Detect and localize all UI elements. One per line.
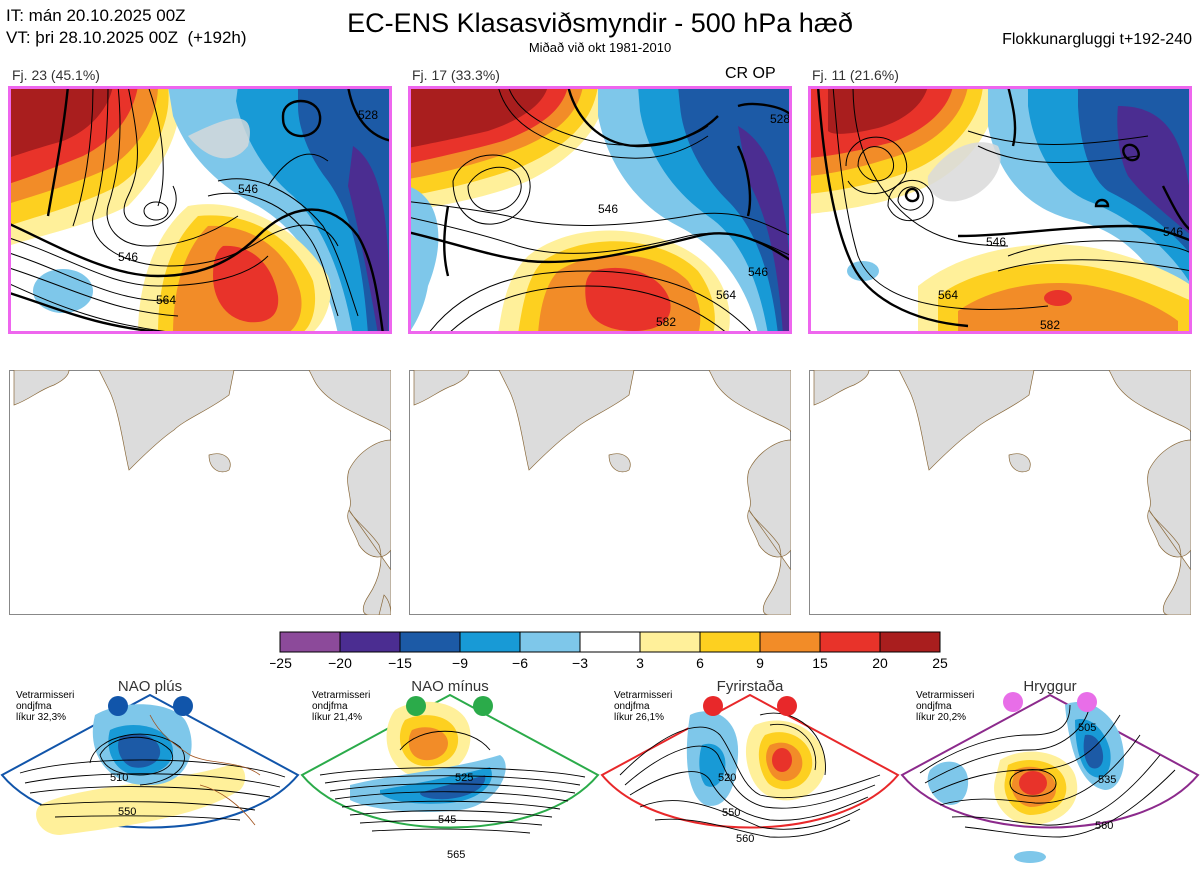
regime-contour: 505: [1078, 722, 1096, 734]
page-title: EC-ENS Klasasviðsmyndir - 500 hPa hæð: [347, 8, 853, 38]
regime-season: Vetrarmisseri: [16, 690, 74, 701]
colorbar-tick-label: −25: [270, 655, 292, 671]
contour-label: 582: [1040, 318, 1060, 332]
regime-contour: 550: [118, 806, 136, 818]
colorbar-tick-label: 25: [932, 655, 948, 671]
colorbar: −25 −20 −15 −9 −6 −3 3 6 9 15 20 25: [270, 631, 948, 671]
regime-marker: [406, 696, 426, 716]
regime-marker: [473, 696, 493, 716]
colorbar-cell: [579, 631, 641, 653]
regime-contour: 560: [1095, 820, 1113, 832]
regime-contour: 545: [438, 814, 456, 826]
regime-panels: 510 550 NAO plús Vetrarmisseri ondjfma l…: [0, 678, 1200, 863]
regime-panel-ridge: 505 535 560 Hryggur Vetrarmisseri ondjfm…: [900, 678, 1200, 863]
regime-marker: [1003, 692, 1023, 712]
empty-map-1: [9, 370, 391, 615]
header-left: IT: mán 20.10.2025 00Z VT: þri 28.10.202…: [6, 5, 247, 49]
cluster-2-label: Fj. 17 (33.3%): [412, 67, 500, 83]
colorbar-tick-label: −9: [452, 655, 468, 671]
contour-label: 546: [986, 235, 1006, 249]
regime-contour: 565: [447, 849, 465, 861]
cr-op-tag: CR OP: [725, 65, 776, 82]
regime-title: Fyrirstaða: [717, 678, 784, 695]
regime-marker: [108, 696, 128, 716]
colorbar-cell: [339, 631, 401, 653]
colorbar-tick-label: 20: [872, 655, 888, 671]
cluster-map-1: 546 546 564 528: [8, 86, 392, 334]
regime-contour: 550: [722, 807, 740, 819]
page-subtitle: Miðað við okt 1981-2010: [528, 40, 672, 55]
window-label: Flokkunargluggi t+192-240: [1002, 31, 1192, 48]
regime-panel-blocking: 520 550 560 Fyrirstaða Vetrarmisseri ond…: [600, 678, 900, 845]
colorbar-tick-label: 6: [696, 655, 704, 671]
it-line: IT: mán 20.10.2025 00Z: [6, 6, 186, 25]
regime-contour: 510: [110, 772, 128, 784]
contour-label: 582: [656, 315, 676, 329]
regime-period: ondjfma: [916, 701, 952, 712]
colorbar-cell: [759, 631, 821, 653]
colorbar-tick-label: 9: [756, 655, 764, 671]
regime-title: NAO plús: [118, 678, 182, 695]
empty-map-2: [409, 370, 791, 615]
empty-map-3: [809, 370, 1191, 615]
colorbar-cell: [519, 631, 581, 653]
colorbar-cell: [879, 631, 941, 653]
contour-label: 546: [748, 265, 768, 279]
regime-contour: 525: [455, 772, 473, 784]
contour-label: 546: [238, 182, 258, 196]
cluster-3-label: Fj. 11 (21.6%): [812, 67, 899, 83]
cluster-map-2: 546 546 564 528 582: [408, 86, 792, 334]
regime-title: Hryggur: [1023, 678, 1076, 695]
colorbar-cell: [459, 631, 521, 653]
cluster-map-3: 546 564 582 546: [808, 86, 1192, 334]
cluster-1-label: Fj. 23 (45.1%): [12, 67, 100, 83]
regime-marker: [173, 696, 193, 716]
regime-contour: 535: [1098, 774, 1116, 786]
regime-period: ondjfma: [16, 701, 52, 712]
contour-label: 564: [938, 288, 958, 302]
colorbar-cell: [639, 631, 701, 653]
colorbar-cell: [399, 631, 461, 653]
colorbar-tick-label: −3: [572, 655, 588, 671]
contour-label: 546: [598, 202, 618, 216]
regime-marker: [703, 696, 723, 716]
colorbar-cell: [279, 631, 341, 653]
regime-prob: líkur 21,4%: [312, 712, 362, 723]
regime-season: Vetrarmisseri: [614, 690, 672, 701]
regime-marker: [777, 696, 797, 716]
colorbar-tick-label: −15: [388, 655, 412, 671]
contour-label: 546: [1163, 225, 1183, 239]
regime-period: ondjfma: [614, 701, 650, 712]
regime-season: Vetrarmisseri: [916, 690, 974, 701]
regime-marker: [1077, 692, 1097, 712]
vt-line: VT: þri 28.10.2025 00Z (+192h): [6, 28, 247, 47]
colorbar-tick-label: 3: [636, 655, 644, 671]
colorbar-tick-label: 15: [812, 655, 828, 671]
colorbar-cell: [819, 631, 881, 653]
regime-title: NAO mínus: [411, 678, 489, 695]
regime-prob: líkur 20,2%: [916, 712, 966, 723]
regime-prob: líkur 26,1%: [614, 712, 664, 723]
regime-season: Vetrarmisseri: [312, 690, 370, 701]
regime-period: ondjfma: [312, 701, 348, 712]
regime-panel-nao-minus: 525 545 565 NAO mínus Vetrarmisseri ondj…: [300, 678, 600, 861]
colorbar-tick-label: −20: [328, 655, 352, 671]
regime-prob: líkur 32,3%: [16, 712, 66, 723]
regime-panel-nao-plus: 510 550 NAO plús Vetrarmisseri ondjfma l…: [0, 678, 300, 835]
contour-label: 528: [358, 108, 378, 122]
colorbar-cell: [699, 631, 761, 653]
contour-label: 528: [770, 112, 790, 126]
regime-contour: 560: [736, 833, 754, 845]
contour-label: 546: [118, 250, 138, 264]
colorbar-tick-label: −6: [512, 655, 528, 671]
contour-label: 564: [716, 288, 736, 302]
contour-label: 564: [156, 293, 176, 307]
regime-contour: 520: [718, 772, 736, 784]
